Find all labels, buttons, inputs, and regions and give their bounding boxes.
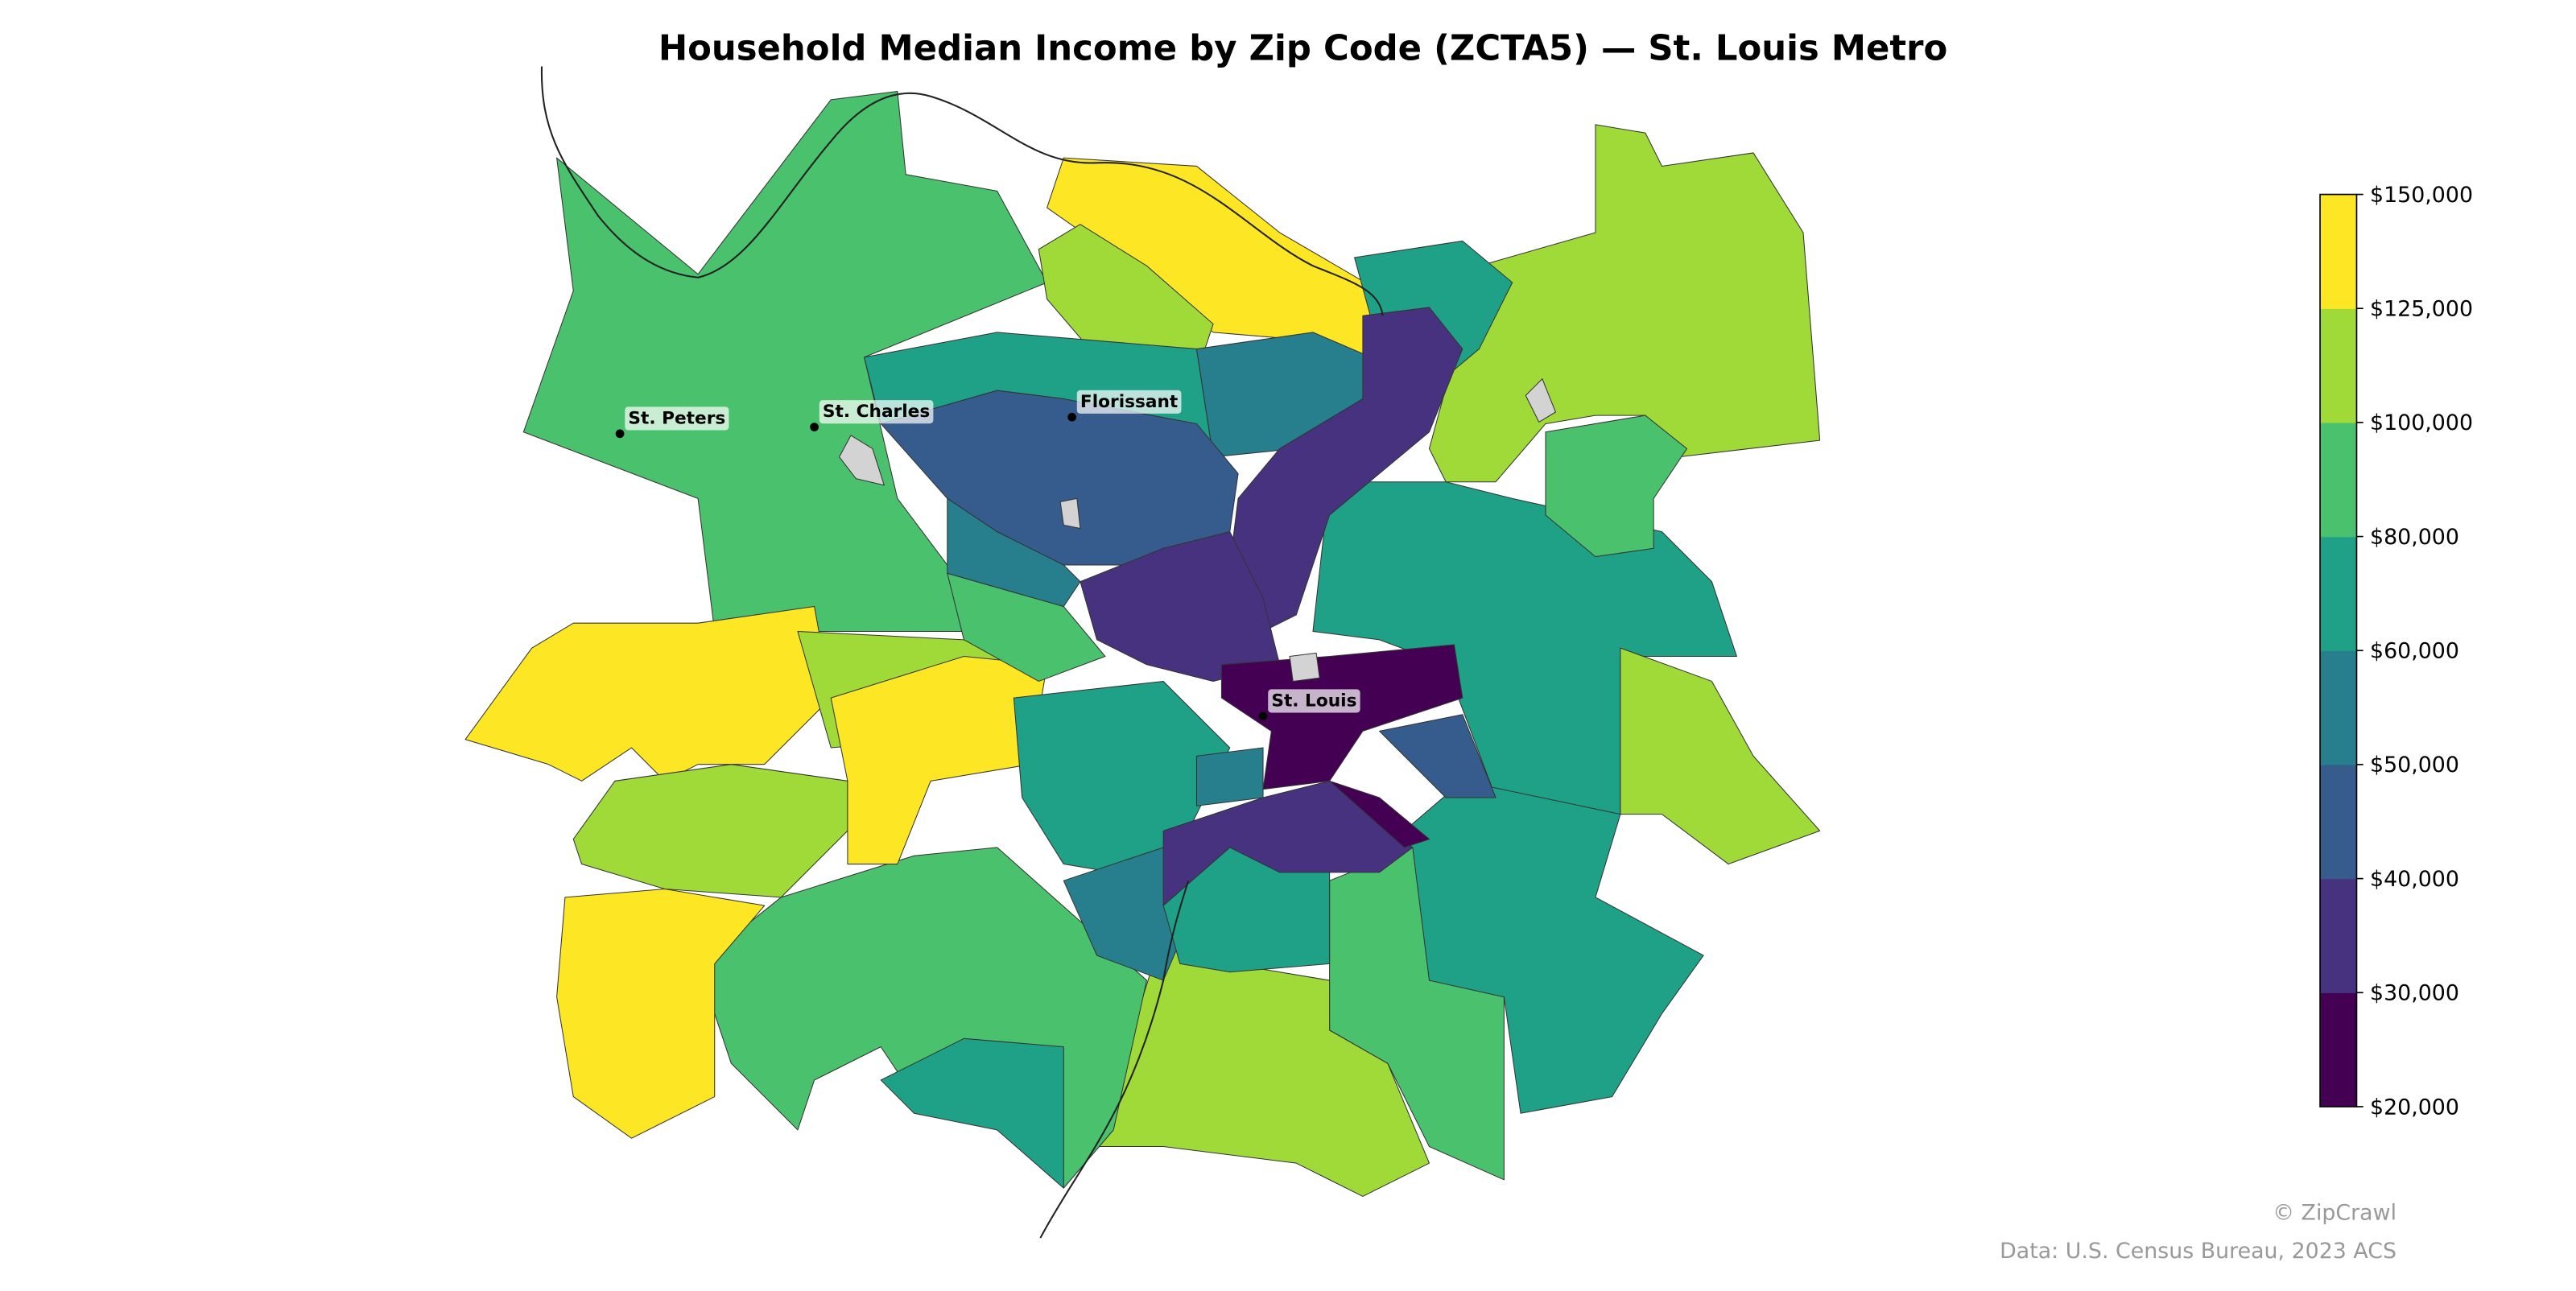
city-marker [1258,711,1268,721]
zip-region [880,1037,1064,1189]
colorbar-tick-label: $150,000 [2370,183,2473,208]
no-data-region [1525,378,1556,423]
no-data-region [839,435,885,486]
zip-region [1379,714,1496,798]
colorbar-tick-label: $30,000 [2370,981,2459,1006]
colorbar: $20,000 $30,000 $40,000 $50,000 $60,000 $80,0… [2319,183,2473,1120]
colorbar-bin [2320,194,2357,309]
city-label: Florissant [1080,392,1178,412]
city-label-box [1076,390,1182,414]
regions [464,91,1821,1197]
zip-region [1096,930,1430,1197]
city-label-box [1268,689,1360,713]
city-marker [615,429,625,439]
no-data-region [1059,497,1081,530]
colorbar-bin [2320,422,2357,538]
colorbar-tick-label: $125,000 [2370,297,2473,322]
colorbar-tick-label: $20,000 [2370,1095,2459,1120]
city-label: St. Peters [628,408,725,428]
credit: © ZipCrawl [2273,1200,2396,1225]
no-data-region [1289,652,1320,682]
zip-region [556,889,766,1139]
city-marker [810,423,819,431]
city-label-box [625,406,729,431]
colorbar-tick-label: $50,000 [2370,753,2459,777]
colorbar-bin [2320,650,2357,765]
zip-region [572,764,848,898]
zip-region [1229,307,1463,633]
colorbar-tick-label: $80,000 [2370,525,2459,550]
city-label-box [819,400,934,424]
city-labels: St. Peters St. Charles Florissant St. Louis [615,390,1360,721]
river [540,66,1384,316]
colorbar-tick-label: $100,000 [2370,410,2473,435]
city-label: St. Louis [1271,691,1356,711]
zip-region [522,91,1048,633]
colorbar-tick-label: $40,000 [2370,867,2459,892]
source: Data: U.S. Census Bureau, 2023 ACS [2000,1239,2396,1264]
zip-region [1545,415,1687,558]
colorbar-bin [2320,992,2357,1107]
zip-region [830,655,1048,865]
colorbar-bin [2320,764,2357,880]
colorbar-bin [2320,536,2357,651]
city-label: St. Charles [823,402,930,422]
zip-region [1620,647,1821,865]
zip-region [1162,780,1414,906]
river [1039,880,1190,1239]
colorbar-bin [2320,308,2357,423]
zip-region [1195,747,1264,806]
map-title: Household Median Income by Zip Code (ZCT… [658,28,1947,68]
zip-region [1428,124,1821,483]
zip-region [464,606,832,782]
city-marker [1067,412,1076,422]
colorbar-tick-label: $60,000 [2370,639,2459,664]
colorbar-bin [2320,878,2357,993]
